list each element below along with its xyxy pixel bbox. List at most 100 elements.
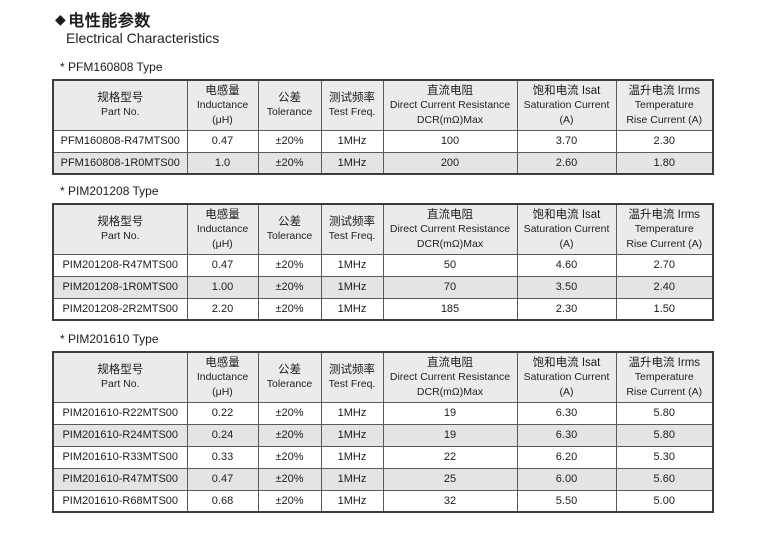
column-header-dcr: 直流电阻 Direct Current Resistance DCR(mΩ)Max (382, 351, 518, 403)
table-row: PIM201208-1R0MTS00 1.00 ±20% 1MHz 70 3.50 2.40 (52, 275, 714, 299)
value-cell: 22 (382, 445, 518, 469)
table-row: PIM201610-R47MTS00 0.47 ±20% 1MHz 25 6.00 5.60 (52, 467, 714, 491)
column-header-line: (μH) (212, 385, 233, 398)
column-header-line: 规格型号 (97, 363, 144, 376)
spec-table: 规格型号 Part No. 电感量 Inductance (μH) 公差 Tolerance… (52, 79, 714, 175)
column-header-line: 公差 (278, 215, 301, 228)
column-header-test_freq: 测试频率 Test Freq. (320, 203, 384, 255)
column-header-line: Inductance (196, 371, 249, 383)
value-cell: 5.00 (615, 489, 714, 513)
column-header-line: (A) (559, 113, 574, 126)
value-cell: ±20% (257, 297, 322, 321)
column-header-line: Inductance (196, 99, 249, 111)
diamond-icon: ◆ (55, 10, 67, 27)
column-header-isat: 饱和电流 Isat Saturation Current (A) (516, 203, 617, 255)
value-cell: 50 (382, 253, 518, 277)
part-no-cell: PFM160808-R47MTS00 (52, 129, 188, 153)
value-cell: 5.80 (615, 401, 714, 425)
column-header-inductance: 电感量 Inductance (μH) (186, 203, 259, 255)
spec-table: 规格型号 Part No. 电感量 Inductance (μH) 公差 Tolerance… (52, 351, 714, 513)
column-header-line: DCR(mΩ)Max (416, 237, 484, 250)
value-cell: 1MHz (320, 151, 384, 175)
value-cell: 2.40 (615, 275, 714, 299)
table-caption: * PFM160808 Type (60, 60, 163, 74)
value-cell: 100 (382, 129, 518, 153)
column-header-line: 测试频率 (329, 215, 375, 228)
value-cell: 0.33 (186, 445, 259, 469)
column-header-isat: 饱和电流 Isat Saturation Current (A) (516, 351, 617, 403)
value-cell: 200 (382, 151, 518, 175)
table-caption: * PIM201610 Type (60, 332, 159, 346)
table-section: * PIM201208 Type 规格型号 Part No. 电感量 Inductanc… (52, 184, 714, 321)
value-cell: ±20% (257, 151, 322, 175)
column-header-line: 规格型号 (97, 91, 144, 104)
column-header-dcr: 直流电阻 Direct Current Resistance DCR(mΩ)Max (382, 203, 518, 255)
column-header-line: 饱和电流 Isat (532, 208, 601, 221)
column-header-line: (A) (559, 385, 574, 398)
header-row: 规格型号 Part No. 电感量 Inductance (μH) 公差 Tolerance… (52, 351, 714, 403)
value-cell: 6.00 (516, 467, 617, 491)
column-header-line: Inductance (196, 223, 249, 235)
value-cell: 185 (382, 297, 518, 321)
column-header-line: DCR(mΩ)Max (416, 113, 484, 126)
column-header-line: Saturation Current (523, 223, 610, 235)
table-row: PIM201208-R47MTS00 0.47 ±20% 1MHz 50 4.60 2.70 (52, 253, 714, 277)
column-header-dcr: 直流电阻 Direct Current Resistance DCR(mΩ)Max (382, 79, 518, 131)
value-cell: 2.60 (516, 151, 617, 175)
spec-table: 规格型号 Part No. 电感量 Inductance (μH) 公差 Tolerance… (52, 203, 714, 321)
column-header-part_no: 规格型号 Part No. (52, 79, 188, 131)
part-no-cell: PIM201208-2R2MTS00 (52, 297, 188, 321)
column-header-line: (μH) (212, 237, 233, 250)
value-cell: 1MHz (320, 297, 384, 321)
value-cell: 25 (382, 467, 518, 491)
column-header-line: 直流电阻 (427, 84, 473, 97)
column-header-line: 直流电阻 (427, 208, 473, 221)
column-header-isat: 饱和电流 Isat Saturation Current (A) (516, 79, 617, 131)
column-header-line: Temperature (634, 223, 694, 235)
value-cell: 6.30 (516, 423, 617, 447)
value-cell: 19 (382, 401, 518, 425)
value-cell: 0.22 (186, 401, 259, 425)
column-header-part_no: 规格型号 Part No. (52, 203, 188, 255)
column-header-line: Tolerance (266, 378, 313, 391)
value-cell: 0.47 (186, 129, 259, 153)
column-header-irms: 温升电流 Irms Temperature Rise Current (A) (615, 203, 714, 255)
value-cell: 1MHz (320, 253, 384, 277)
column-header-line: Test Freq. (328, 230, 376, 243)
column-header-line: Direct Current Resistance (389, 223, 511, 235)
value-cell: ±20% (257, 401, 322, 425)
column-header-line: 饱和电流 Isat (532, 84, 601, 97)
value-cell: 0.24 (186, 423, 259, 447)
page-title: ◆ 电性能参数 (55, 7, 151, 31)
value-cell: 5.80 (615, 423, 714, 447)
part-no-cell: PIM201610-R22MTS00 (52, 401, 188, 425)
value-cell: 2.20 (186, 297, 259, 321)
part-no-cell: PIM201208-1R0MTS00 (52, 275, 188, 299)
table-row: PFM160808-R47MTS00 0.47 ±20% 1MHz 100 3.70 2.3… (52, 129, 714, 153)
header-row: 规格型号 Part No. 电感量 Inductance (μH) 公差 Tolerance… (52, 203, 714, 255)
part-no-cell: PFM160808-1R0MTS00 (52, 151, 188, 175)
value-cell: 3.70 (516, 129, 617, 153)
column-header-tolerance: 公差 Tolerance (257, 351, 322, 403)
column-header-line: Rise Current (A) (626, 237, 703, 250)
value-cell: 5.30 (615, 445, 714, 469)
column-header-line: 电感量 (205, 84, 240, 97)
value-cell: ±20% (257, 445, 322, 469)
table-row: PIM201610-R68MTS00 0.68 ±20% 1MHz 32 5.50 5.00 (52, 489, 714, 513)
value-cell: 1MHz (320, 401, 384, 425)
column-header-line: 公差 (278, 363, 301, 376)
value-cell: 2.70 (615, 253, 714, 277)
value-cell: 1MHz (320, 489, 384, 513)
page-title-cn: 电性能参数 (68, 13, 151, 30)
column-header-line: Test Freq. (328, 106, 376, 119)
value-cell: 32 (382, 489, 518, 513)
table-section: * PFM160808 Type 规格型号 Part No. 电感量 Inductanc… (52, 60, 714, 175)
page-subtitle: Electrical Characteristics (66, 30, 220, 46)
column-header-irms: 温升电流 Irms Temperature Rise Current (A) (615, 351, 714, 403)
column-header-line: 公差 (278, 91, 301, 104)
column-header-line: Saturation Current (523, 99, 610, 111)
table-caption: * PIM201208 Type (60, 184, 159, 198)
column-header-line: Part No. (100, 106, 140, 119)
part-no-cell: PIM201610-R24MTS00 (52, 423, 188, 447)
